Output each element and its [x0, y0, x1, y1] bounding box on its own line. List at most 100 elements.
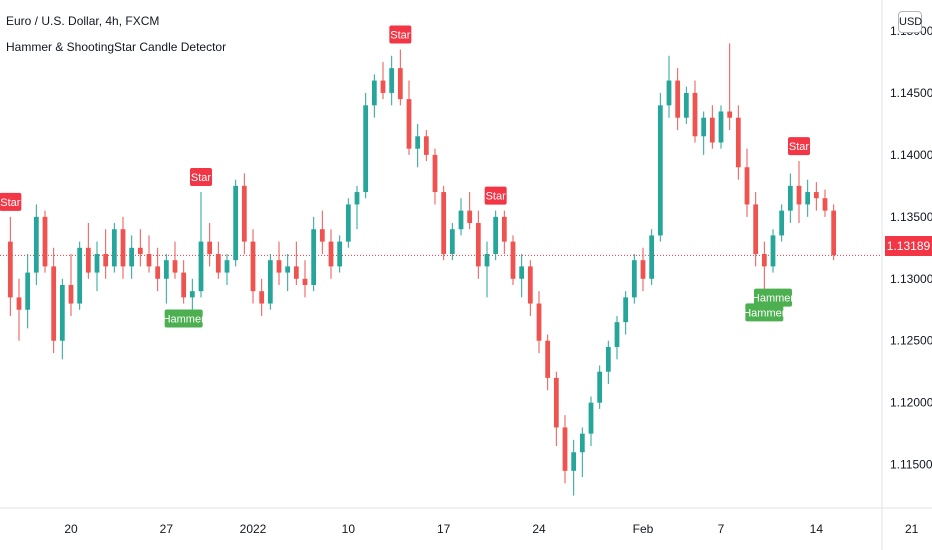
x-tick-label: 2022: [240, 522, 267, 536]
indicator-title: Hammer & ShootingStar Candle Detector: [6, 40, 227, 54]
candle-body: [527, 266, 533, 304]
candle-body: [198, 241, 204, 292]
star-signal-text: Star: [191, 172, 212, 184]
candle-body: [597, 371, 603, 403]
x-tick-label: 27: [160, 522, 174, 536]
candle-body: [510, 241, 516, 279]
candle-body: [155, 266, 161, 279]
candle-body: [259, 291, 265, 304]
y-tick-label: 1.11500: [890, 458, 932, 472]
candle-body: [657, 105, 663, 236]
candle-body: [432, 154, 438, 193]
hammer-signal-text: Hammer: [743, 307, 786, 319]
hammer-signal-label: [754, 288, 792, 307]
candle-body: [85, 247, 91, 273]
candle-body: [614, 322, 620, 347]
star-signal-label: [0, 192, 22, 211]
candle-body: [7, 241, 13, 298]
star-signal-label: [389, 25, 412, 44]
candle-body: [675, 80, 681, 118]
candle-body: [475, 223, 481, 267]
candle-body: [233, 185, 239, 261]
candle-body: [519, 266, 525, 279]
x-tick-label: 10: [342, 522, 356, 536]
candle-body: [579, 433, 585, 453]
candle-body: [328, 241, 334, 267]
candle-body: [501, 216, 507, 242]
candle-body: [709, 117, 715, 143]
x-tick-label: 14: [810, 522, 824, 536]
y-tick-label: 1.14500: [890, 86, 932, 100]
candle-body: [449, 229, 455, 254]
x-tick-label: 20: [64, 522, 78, 536]
candle-body: [761, 254, 767, 267]
candle-body: [59, 284, 65, 341]
candle-body: [458, 210, 464, 230]
candle-body: [146, 254, 152, 267]
candle-body: [285, 266, 291, 273]
y-tick-label: 1.13500: [890, 210, 932, 224]
x-tick-label: 17: [437, 522, 451, 536]
last-price-label: 1.13189: [885, 236, 932, 256]
candle-body: [605, 346, 611, 372]
candle-body: [744, 167, 750, 205]
x-tick-label: 7: [718, 522, 725, 536]
candle-body: [735, 117, 741, 168]
candle-body: [250, 241, 256, 292]
candle-body: [415, 136, 421, 149]
candle-body: [493, 216, 499, 254]
x-tick-label: Feb: [633, 522, 654, 536]
candle-body: [319, 229, 325, 242]
candle-body: [813, 192, 819, 199]
candle-body: [345, 204, 351, 242]
candle-body: [120, 229, 126, 267]
candle-body: [441, 192, 447, 254]
candle-body: [33, 216, 39, 273]
candle-body: [51, 266, 57, 341]
candle-body: [207, 241, 213, 254]
candle-body: [536, 303, 542, 341]
hammer-signal-text: Hammer: [163, 314, 206, 326]
candle-body: [692, 92, 698, 137]
star-signal-label: [788, 137, 810, 156]
hammer-signal-label: [164, 309, 203, 328]
candle-body: [623, 297, 629, 323]
candle-body: [163, 260, 169, 279]
candle-body: [267, 260, 273, 304]
y-tick-label: 1.12000: [890, 396, 932, 410]
star-signal-text: Star: [390, 30, 411, 42]
hammer-signal-label: [745, 303, 784, 322]
star-signal-label: [484, 186, 507, 205]
currency-button[interactable]: USD: [898, 11, 922, 33]
hammer-signal-text: Hammer: [752, 293, 795, 305]
candle-body: [406, 99, 412, 149]
candle-body: [181, 272, 187, 298]
candle-body: [753, 204, 759, 254]
candle-body: [94, 254, 100, 273]
candle-body: [311, 229, 317, 285]
candle-body: [129, 247, 135, 267]
candle-body: [172, 260, 178, 273]
candle-body: [42, 216, 48, 267]
candle-body: [831, 210, 837, 256]
candle-body: [727, 111, 733, 118]
candle-body: [718, 111, 724, 143]
candle-body: [423, 136, 429, 155]
candle-body: [571, 452, 577, 471]
candle-body: [215, 254, 221, 273]
candle-body: [562, 427, 568, 471]
candle-body: [276, 260, 282, 273]
candle-body: [111, 229, 117, 267]
star-signal-label: [190, 168, 212, 187]
y-tick-label: 1.14000: [890, 148, 932, 162]
star-signal-text: Star: [486, 191, 507, 203]
star-signal-text: Star: [789, 141, 810, 153]
candle-body: [189, 291, 195, 298]
candle-body: [337, 241, 343, 267]
candle-body: [354, 192, 360, 205]
candle-body: [380, 80, 386, 93]
candle-body: [701, 117, 707, 137]
candle-body: [640, 260, 646, 279]
candle-body: [805, 192, 811, 205]
